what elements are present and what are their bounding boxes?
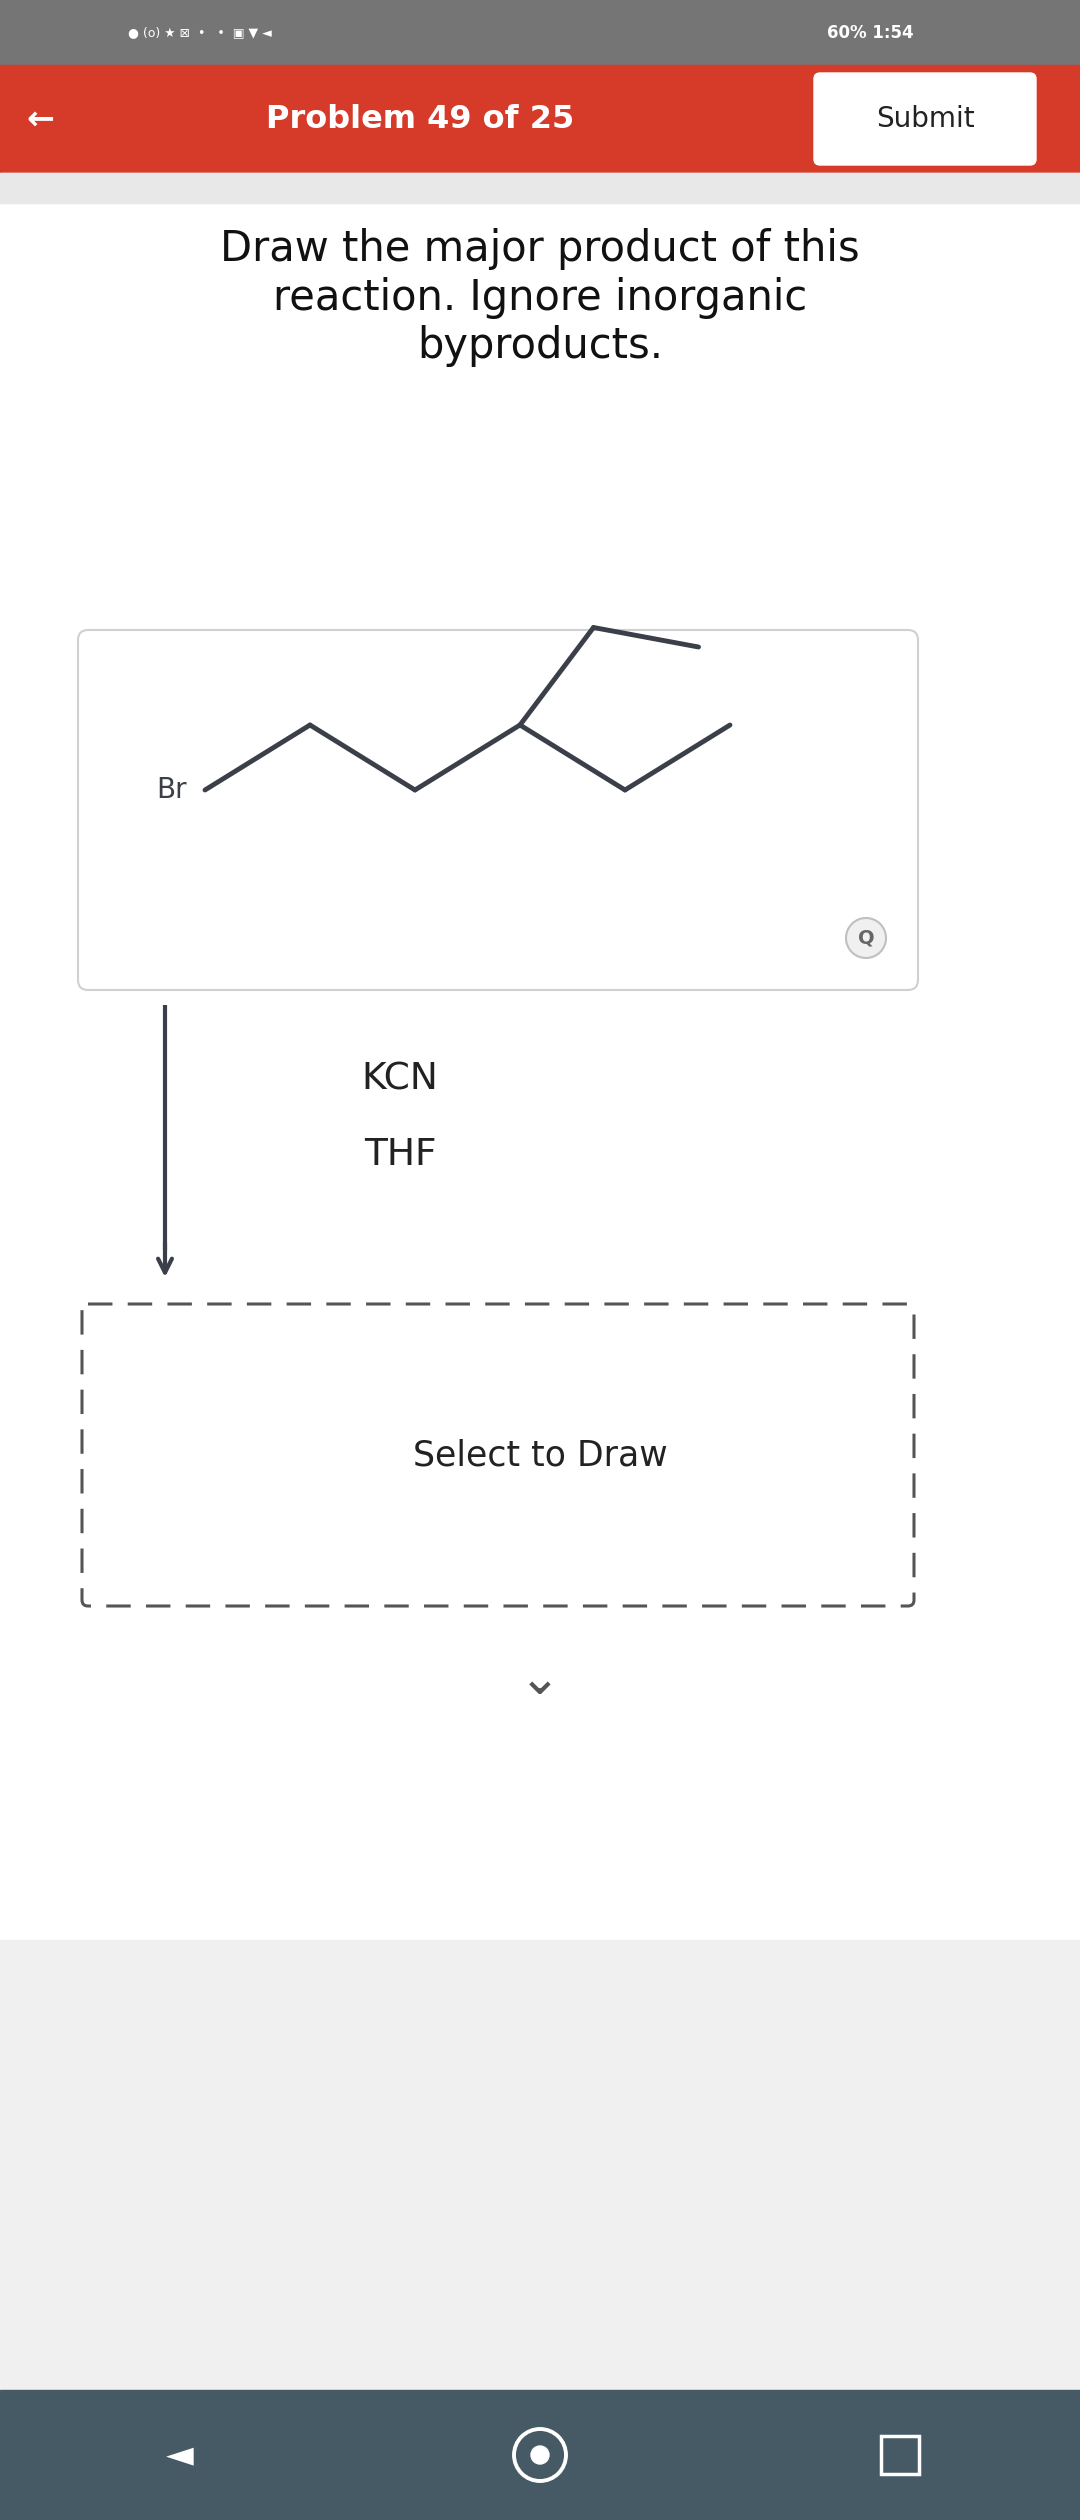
Text: Select to Draw: Select to Draw xyxy=(413,1439,667,1472)
Text: ◄: ◄ xyxy=(166,2437,194,2472)
FancyBboxPatch shape xyxy=(814,73,1036,164)
Circle shape xyxy=(846,917,886,958)
Text: Br: Br xyxy=(157,776,187,804)
Text: KCN: KCN xyxy=(362,1061,438,1099)
Bar xyxy=(0,0,1080,66)
Text: Draw the major product of this
reaction. Ignore inorganic
byproducts.: Draw the major product of this reaction.… xyxy=(220,227,860,368)
Circle shape xyxy=(531,2447,549,2465)
Text: Q: Q xyxy=(858,927,875,948)
Text: ⌄: ⌄ xyxy=(519,1656,561,1704)
Text: ● (o) ★ ⊠  •   •  ▣ ▼ ◄: ● (o) ★ ⊠ • • ▣ ▼ ◄ xyxy=(129,25,272,38)
Bar xyxy=(0,174,1080,204)
Bar xyxy=(0,2389,1080,2520)
Text: THF: THF xyxy=(364,1137,436,1172)
Text: Submit: Submit xyxy=(876,106,974,134)
FancyBboxPatch shape xyxy=(82,1303,914,1605)
Bar xyxy=(881,2437,919,2475)
Text: Problem 49 of 25: Problem 49 of 25 xyxy=(266,103,575,134)
Text: 60% 1:54: 60% 1:54 xyxy=(826,23,914,40)
Bar xyxy=(0,1940,1080,2389)
Text: ←: ← xyxy=(26,103,54,136)
Bar xyxy=(0,66,1080,174)
FancyBboxPatch shape xyxy=(78,630,918,990)
